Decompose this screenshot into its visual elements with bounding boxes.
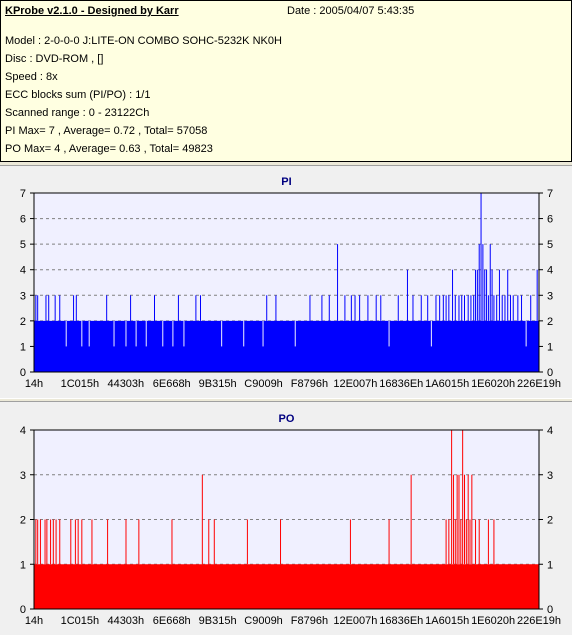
y-tick-label-left: 0: [20, 604, 26, 616]
y-tick-label-right: 4: [547, 425, 553, 437]
y-tick-label-right: 3: [547, 290, 553, 302]
x-tick-label: C9009h: [244, 615, 283, 627]
y-tick-label-left: 1: [20, 559, 26, 571]
app-title: KProbe v2.1.0 - Designed by Karr: [5, 5, 179, 17]
po-chart: PO 0 0 1 1 2 2 3 3 4 4 14h 1C015h 44303h 6E668h 9B315h C…: [20, 413, 561, 627]
x-tick-label: 14h: [25, 615, 43, 627]
x-tick-label: 1A6015h: [425, 615, 469, 627]
y-tick-label-left: 2: [20, 515, 26, 527]
ecc-line: ECC blocks sum (PI/PO) : 1/1: [5, 89, 151, 101]
y-tick-label-left: 0: [20, 367, 26, 379]
x-tick-label: 1E6020h: [471, 378, 515, 390]
y-tick-label-left: 1: [20, 341, 26, 353]
y-tick-label-right: 5: [547, 239, 553, 251]
x-tick-label: 6E668h: [153, 615, 191, 627]
scan-date: Date : 2005/04/07 5:43:35: [287, 5, 415, 17]
x-tick-label: 1C015h: [61, 378, 100, 390]
y-tick-label-left: 3: [20, 290, 26, 302]
y-tick-label-right: 2: [547, 515, 553, 527]
y-tick-label-right: 1: [547, 341, 553, 353]
y-tick-label-left: 5: [20, 239, 26, 251]
x-tick-label: 226E19h: [517, 615, 561, 627]
x-tick-label: 6E668h: [153, 378, 191, 390]
x-tick-label: 9B315h: [199, 378, 237, 390]
pi-chart-panel: PI 0 0 1 1 2 2 3 3 4 4 5 5 6 6 7 7 14h 1C015h 44303h 6E668h 9…: [0, 165, 572, 399]
x-tick-label: C9009h: [244, 378, 283, 390]
x-tick-label: 1E6020h: [471, 615, 515, 627]
range-line: Scanned range : 0 - 23122Ch: [5, 107, 150, 119]
x-tick-label: 12E007h: [333, 615, 377, 627]
x-tick-label: 44303h: [107, 378, 144, 390]
y-tick-label-left: 3: [20, 470, 26, 482]
y-tick-label-right: 1: [547, 559, 553, 571]
x-tick-label: 16836Eh: [379, 378, 423, 390]
x-tick-label: 226E19h: [517, 378, 561, 390]
chart-title: PO: [279, 413, 295, 425]
y-tick-label-right: 2: [547, 316, 553, 328]
y-tick-label-right: 4: [547, 265, 553, 277]
x-tick-label: F8796h: [291, 615, 328, 627]
summary-panel: KProbe v2.1.0 - Designed by Karr Date : …: [0, 0, 572, 162]
x-tick-label: 16836Eh: [379, 615, 423, 627]
pi-summary-line: PI Max= 7 , Average= 0.72 , Total= 57058: [5, 125, 208, 137]
baseline-bars: [34, 320, 539, 372]
y-tick-label-left: 4: [20, 265, 26, 277]
y-tick-label-left: 4: [20, 425, 26, 437]
po-summary-line: PO Max= 4 , Average= 0.63 , Total= 49823: [5, 143, 213, 155]
y-tick-label-right: 0: [547, 604, 553, 616]
y-tick-label-right: 6: [547, 214, 553, 226]
model-line: Model : 2-0-0-0 J:LITE-ON COMBO SOHC-523…: [5, 35, 282, 47]
x-tick-label: 1A6015h: [425, 378, 469, 390]
baseline-bars: [34, 564, 539, 609]
plot-border: [33, 192, 540, 373]
x-tick-label: 14h: [25, 378, 43, 390]
speed-line: Speed : 8x: [5, 71, 58, 83]
x-tick-label: 44303h: [107, 615, 144, 627]
po-chart-panel: PO 0 0 1 1 2 2 3 3 4 4 14h 1C015h 44303h 6E668h 9B315h C…: [0, 401, 572, 636]
y-tick-label-left: 7: [20, 188, 26, 200]
y-tick-label-left: 6: [20, 214, 26, 226]
x-tick-label: 1C015h: [61, 615, 100, 627]
disc-line: Disc : DVD-ROM , []: [5, 53, 104, 65]
chart-title: PI: [281, 176, 291, 188]
x-tick-label: 12E007h: [333, 378, 377, 390]
x-tick-label: 9B315h: [199, 615, 237, 627]
y-tick-label-right: 7: [547, 188, 553, 200]
x-tick-label: F8796h: [291, 378, 328, 390]
y-tick-label-right: 3: [547, 470, 553, 482]
y-tick-label-right: 0: [547, 367, 553, 379]
y-tick-label-left: 2: [20, 316, 26, 328]
pi-chart: PI 0 0 1 1 2 2 3 3 4 4 5 5 6 6 7 7 14h 1C015h 44303h 6E668h 9…: [20, 176, 561, 390]
